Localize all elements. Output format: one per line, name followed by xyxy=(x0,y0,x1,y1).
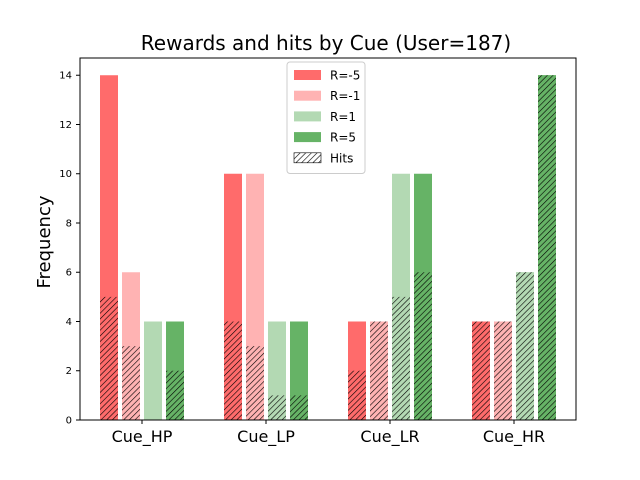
y-tick-label-8: 8 xyxy=(66,218,72,229)
legend-swatch-hits xyxy=(293,152,322,164)
bar-Cue_HP-R=1 xyxy=(144,321,162,420)
y-axis-label: Frequency xyxy=(34,195,55,288)
hits-bar-Cue_HP-R=-1 xyxy=(122,346,140,420)
hits-bar-Cue_HP-R=5 xyxy=(166,370,184,420)
chart-title: Rewards and hits by Cue (User=187) xyxy=(141,31,511,55)
x-tick-label-Cue_LP: Cue_LP xyxy=(237,427,295,447)
hits-bar-Cue_HR-R=1 xyxy=(516,272,534,420)
x-tick-label-Cue_LR: Cue_LR xyxy=(360,427,419,447)
x-tick-label-Cue_HR: Cue_HR xyxy=(483,427,545,447)
y-tick-label-10: 10 xyxy=(59,169,72,180)
hits-bar-Cue_HR-R=-1 xyxy=(494,321,512,420)
x-tick-label-Cue_HP: Cue_HP xyxy=(112,427,173,447)
legend-label-R=1: R=1 xyxy=(330,110,356,124)
y-tick-label-6: 6 xyxy=(66,268,72,279)
hits-bar-Cue_LP-R=1 xyxy=(268,395,286,420)
legend-swatch-R=-1 xyxy=(294,90,321,101)
hits-bar-Cue_HP-R=-5 xyxy=(100,296,118,420)
hits-bar-Cue_LR-R=-5 xyxy=(348,370,366,420)
y-tick-label-12: 12 xyxy=(59,120,72,131)
hits-bar-Cue_LR-R=5 xyxy=(414,272,432,420)
legend: R=-5 R=-1 R=1 R=5 Hits xyxy=(286,61,366,174)
hits-bar-Cue_LP-R=-5 xyxy=(224,321,242,420)
y-tick-label-0: 0 xyxy=(66,416,72,427)
y-tick-label-14: 14 xyxy=(59,71,72,82)
legend-box xyxy=(286,61,366,174)
legend-label-R=-1: R=-1 xyxy=(330,89,360,103)
plot-frame xyxy=(79,57,577,421)
legend-label-R=5: R=5 xyxy=(330,131,356,145)
hits-bar-Cue_LR-R=-1 xyxy=(370,321,388,420)
legend-label-hits: Hits xyxy=(330,151,353,165)
hits-bar-Cue_LP-R=5 xyxy=(290,395,308,420)
hits-bar-Cue_HR-R=-5 xyxy=(472,321,490,420)
bars-group xyxy=(100,75,556,420)
y-tick-label-4: 4 xyxy=(66,317,72,328)
hits-bar-Cue_HR-R=5 xyxy=(538,75,556,420)
hits-bar-Cue_LP-R=-1 xyxy=(246,346,264,420)
hits-bar-Cue_LR-R=1 xyxy=(392,296,410,420)
legend-swatch-R=-5 xyxy=(294,70,321,80)
legend-swatch-R=1 xyxy=(294,111,321,122)
axes-group: Cue_HP Cue_LP Cue_LR Cue_HR 0 2 4 6 8 10 12 14 xyxy=(59,57,577,447)
legend-swatch-R=5 xyxy=(294,132,321,143)
y-tick-label-2: 2 xyxy=(66,366,72,377)
legend-label-R=-5: R=-5 xyxy=(330,69,360,83)
